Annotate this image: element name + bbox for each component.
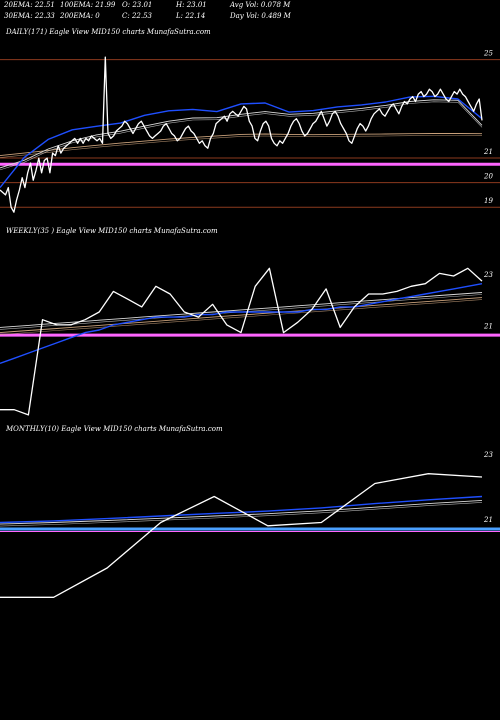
monthly-ema30-line: [0, 499, 483, 525]
daily-ema20-line: [0, 95, 483, 189]
daily-price-line: [0, 56, 483, 213]
header-20ema: 20EMA: 22.51: [3, 1, 55, 9]
daily-y-tick-label: 20: [483, 173, 493, 181]
weekly-ema100-band-line: [0, 299, 483, 335]
monthly-panel: 23 21: [0, 451, 500, 598]
header-low: L: 22.14: [175, 12, 205, 20]
header-close: C: 22.53: [122, 12, 153, 20]
weekly-y-tick-label: 21: [483, 323, 493, 331]
weekly-panel-title: WEEKLY(35 ) Eagle View MID150 charts Mun…: [6, 227, 218, 235]
monthly-ema20-line: [0, 495, 483, 524]
header-open: O: 23.01: [122, 1, 152, 9]
daily-y-tick-label: 19: [484, 197, 493, 205]
header-200ema: 200EMA: 0: [59, 12, 100, 20]
daily-y-tick-label: 25: [483, 50, 493, 58]
header-row-1: 20EMA: 22.51 100EMA: 21.99 O: 23.01 H: 2…: [3, 1, 291, 9]
header-day-vol: Day Vol: 0.489 M: [229, 12, 292, 20]
monthly-panel-title: MONTHLY(10) Eagle View MID150 charts Mun…: [5, 425, 223, 433]
daily-panel-title: DAILY(171) Eagle View MID150 charts Muna…: [5, 28, 211, 36]
monthly-ema30-band-line: [0, 502, 483, 527]
header-100ema: 100EMA: 21.99: [60, 1, 116, 9]
header-avg-vol: Avg Vol: 0.078 M: [229, 1, 291, 9]
weekly-panel: 23 21: [0, 267, 500, 416]
weekly-y-tick-label: 23: [483, 271, 493, 279]
weekly-ema20-line: [0, 283, 483, 365]
daily-panel: 25 21 20 19: [0, 50, 500, 213]
header-row-2: 30EMA: 22.33 200EMA: 0 C: 22.53 L: 22.14…: [4, 12, 292, 20]
daily-ema100-band-line: [0, 135, 483, 158]
monthly-price-line: [0, 473, 483, 598]
monthly-y-tick-label: 23: [483, 451, 493, 459]
daily-y-tick-label: 21: [483, 148, 493, 156]
daily-ema30-band-line: [0, 101, 483, 171]
header-30ema: 30EMA: 22.33: [4, 12, 55, 20]
daily-ema100-line: [0, 133, 483, 157]
weekly-price-line: [0, 267, 483, 416]
monthly-y-tick-label: 21: [483, 516, 493, 524]
header-high: H: 23.01: [175, 1, 207, 9]
weekly-ema100-line: [0, 297, 483, 334]
